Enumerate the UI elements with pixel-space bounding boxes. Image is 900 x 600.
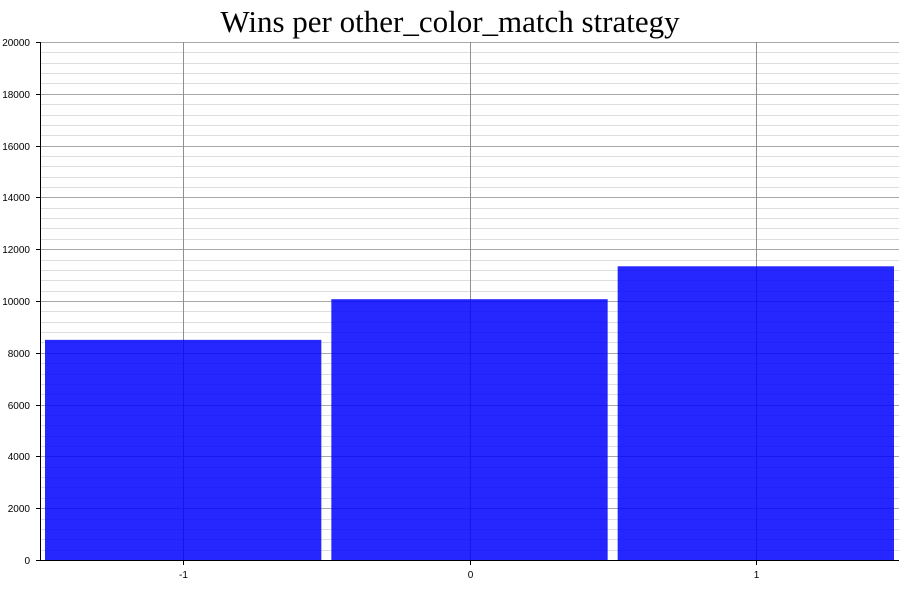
- y-tick-label: 20000: [2, 38, 30, 49]
- y-tick-label: 10000: [2, 297, 30, 308]
- x-tick-label: 1: [754, 570, 760, 581]
- y-tick-label: 0: [24, 556, 30, 567]
- axes: [36, 42, 899, 565]
- bar-1: [617, 266, 894, 560]
- x-tick-label: -1: [179, 570, 188, 581]
- y-tick-label: 18000: [2, 90, 30, 101]
- y-tick-label: 16000: [2, 142, 30, 153]
- y-tick-label: 12000: [2, 245, 30, 256]
- y-tick-label: 8000: [8, 349, 31, 360]
- y-tick-label: 14000: [2, 193, 30, 204]
- y-tick-label: 2000: [8, 504, 31, 515]
- bar-0: [331, 299, 608, 560]
- x-tick-labels: -1 0 1: [179, 570, 760, 581]
- y-tick-label: 6000: [8, 401, 31, 412]
- bars: [45, 266, 894, 560]
- chart-title: Wins per other_color_match strategy: [220, 4, 680, 39]
- bar--1: [45, 339, 322, 560]
- x-tick-label: 0: [468, 570, 474, 581]
- y-tick-labels: 0 2000 4000 6000 8000 10000 12000 14000 16000 180…: [2, 38, 30, 567]
- y-tick-label: 4000: [8, 452, 31, 463]
